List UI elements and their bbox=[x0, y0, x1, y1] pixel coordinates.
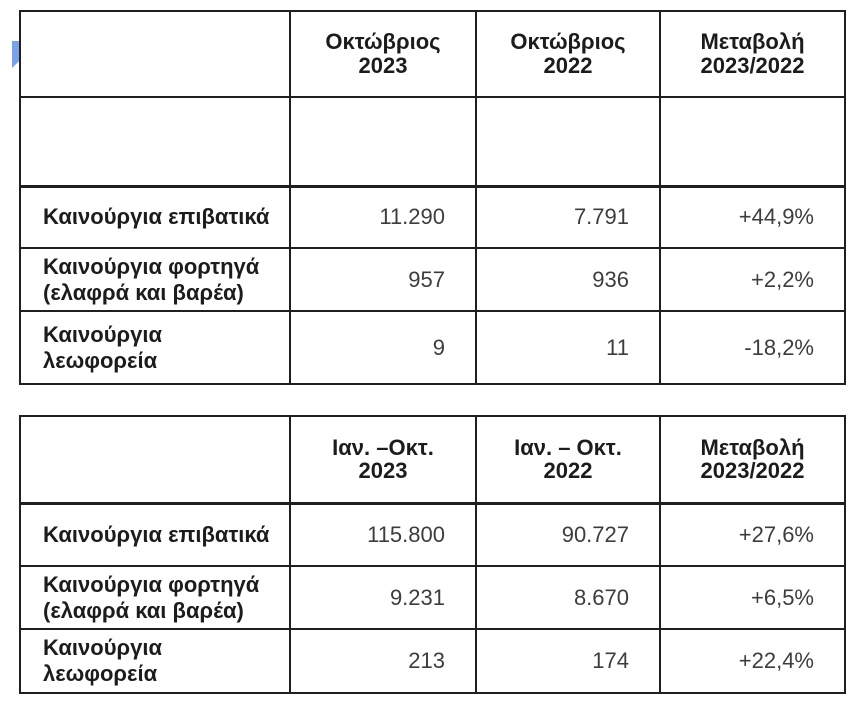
table-row-empty bbox=[19, 96, 846, 187]
spacer-cell bbox=[19, 415, 291, 504]
table-row: Οκτώβριος 2023 Οκτώβριος 2022 Μεταβολή 2… bbox=[19, 10, 846, 98]
monthly-registrations-table: Οκτώβριος 2023 Οκτώβριος 2022 Μεταβολή 2… bbox=[19, 10, 846, 385]
value-cell: 7.791 bbox=[475, 184, 661, 249]
column-header: Ιαν. –Οκτ. 2023 bbox=[289, 415, 477, 504]
value-cell: 11 bbox=[475, 310, 661, 385]
value-cell: 9.231 bbox=[289, 565, 477, 630]
table-row: Καινούργια επιβατικά 115.800 90.727 +27,… bbox=[19, 501, 846, 567]
row-label: Καινούργια επιβατικά bbox=[19, 184, 291, 249]
value-cell: -18,2% bbox=[659, 310, 846, 385]
row-label: Καινούργια λεωφορεία bbox=[19, 310, 291, 385]
value-cell: 936 bbox=[475, 247, 661, 312]
value-cell: 213 bbox=[289, 628, 477, 694]
column-header: Οκτώβριος 2022 bbox=[475, 10, 661, 98]
year-to-date-registrations-table: Ιαν. –Οκτ. 2023 Ιαν. – Οκτ. 2022 Μεταβολ… bbox=[19, 415, 846, 694]
table-row: Καινούργια φορτηγά (ελαφρά και βαρέα) 95… bbox=[19, 247, 846, 312]
empty-cell bbox=[475, 96, 661, 187]
row-label: Καινούργια φορτηγά (ελαφρά και βαρέα) bbox=[19, 565, 291, 630]
value-cell: 115.800 bbox=[289, 501, 477, 567]
value-cell: +22,4% bbox=[659, 628, 846, 694]
value-cell: +27,6% bbox=[659, 501, 846, 567]
value-cell: 174 bbox=[475, 628, 661, 694]
table-row: Καινούργια επιβατικά 11.290 7.791 +44,9% bbox=[19, 184, 846, 249]
table-row: Καινούργια λεωφορεία 213 174 +22,4% bbox=[19, 628, 846, 694]
value-cell: +6,5% bbox=[659, 565, 846, 630]
value-cell: 8.670 bbox=[475, 565, 661, 630]
column-header: Οκτώβριος 2023 bbox=[289, 10, 477, 98]
table-row: Καινούργια λεωφορεία 9 11 -18,2% bbox=[19, 310, 846, 385]
table-row: Καινούργια φορτηγά (ελαφρά και βαρέα) 9.… bbox=[19, 565, 846, 630]
value-cell: 957 bbox=[289, 247, 477, 312]
value-cell: 11.290 bbox=[289, 184, 477, 249]
row-label: Καινούργια λεωφορεία bbox=[19, 628, 291, 694]
value-cell: +44,9% bbox=[659, 184, 846, 249]
value-cell: +2,2% bbox=[659, 247, 846, 312]
column-header: Μεταβολή 2023/2022 bbox=[659, 10, 846, 98]
column-header: Ιαν. – Οκτ. 2022 bbox=[475, 415, 661, 504]
spacer-cell bbox=[19, 96, 291, 187]
row-label: Καινούργια φορτηγά (ελαφρά και βαρέα) bbox=[19, 247, 291, 312]
empty-cell bbox=[659, 96, 846, 187]
spacer-cell bbox=[19, 10, 291, 98]
column-header: Μεταβολή 2023/2022 bbox=[659, 415, 846, 504]
table-row: Ιαν. –Οκτ. 2023 Ιαν. – Οκτ. 2022 Μεταβολ… bbox=[19, 415, 846, 504]
empty-cell bbox=[289, 96, 477, 187]
row-label: Καινούργια επιβατικά bbox=[19, 501, 291, 567]
value-cell: 9 bbox=[289, 310, 477, 385]
value-cell: 90.727 bbox=[475, 501, 661, 567]
